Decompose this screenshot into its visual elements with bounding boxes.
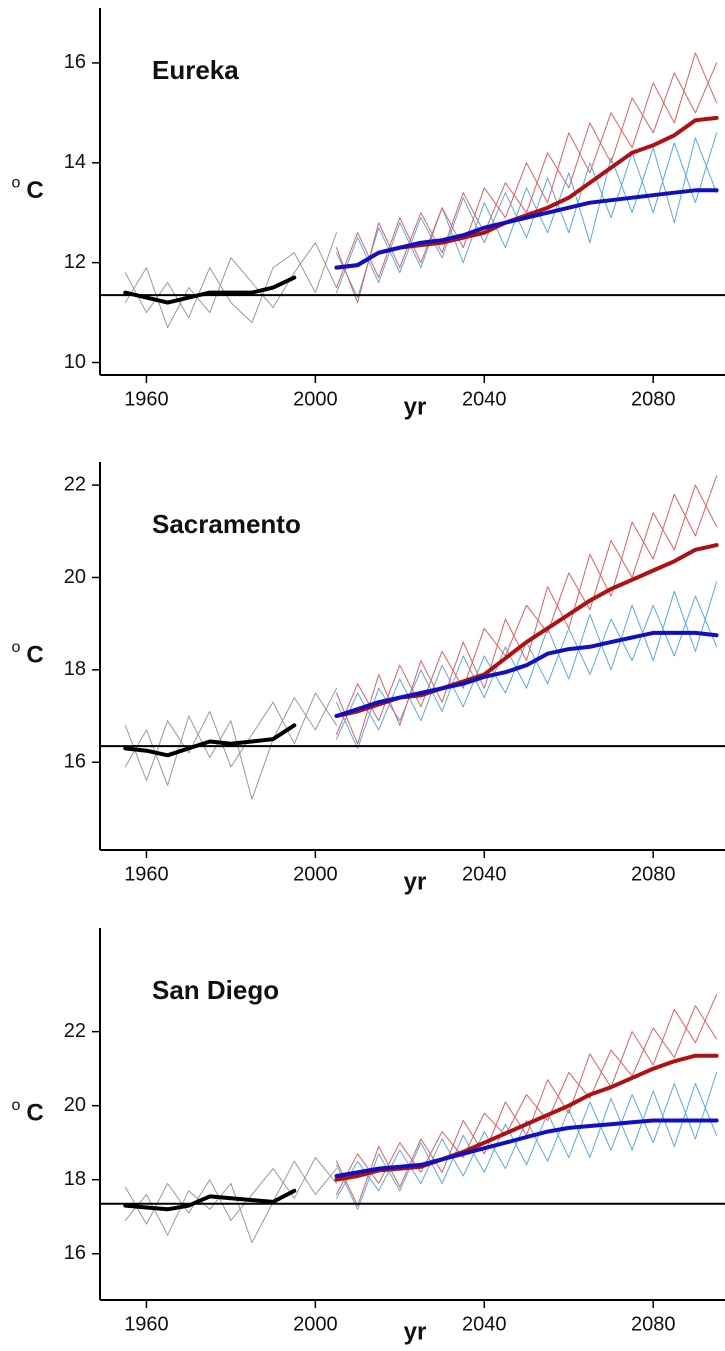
series-line <box>123 723 297 758</box>
series-line <box>334 543 719 718</box>
series-line <box>124 1160 337 1244</box>
series-line <box>334 630 719 718</box>
y-tick-label: 22 <box>64 473 86 495</box>
plot-area <box>100 475 725 800</box>
y-tick-label: 10 <box>64 351 86 373</box>
x-tick-label: 2080 <box>631 863 676 885</box>
series-line <box>336 581 718 749</box>
series-line <box>123 1188 297 1212</box>
series-line <box>336 994 718 1207</box>
series-line <box>123 275 297 305</box>
x-tick-label: 2000 <box>293 863 338 885</box>
series-line <box>336 137 718 294</box>
series-line <box>336 1083 718 1199</box>
y-axis-label: C <box>26 641 43 668</box>
x-tick-label: 2040 <box>462 1313 507 1335</box>
y-axis-label: C <box>26 1099 43 1126</box>
series-line <box>336 52 718 289</box>
series-line <box>124 242 337 329</box>
panel: 16 18 20 22 1960 2000 2040 2080 yr o C San Diego <box>12 928 725 1345</box>
panel: 10 12 14 16 1960 2000 2040 2080 yr o C Eureka <box>12 8 725 420</box>
series-line <box>124 232 337 324</box>
x-axis-label: yr <box>404 393 427 420</box>
series-line <box>336 475 718 745</box>
y-tick-label: 12 <box>64 251 86 273</box>
y-tick-label: 18 <box>64 1168 86 1190</box>
x-axis-label: yr <box>404 1318 427 1345</box>
x-tick-label: 1960 <box>124 1313 169 1335</box>
panel-title: Eureka <box>152 55 239 85</box>
y-tick-label: 16 <box>64 51 86 73</box>
y-axis-label-sup: o <box>12 639 21 656</box>
x-tick-label: 2000 <box>293 1313 338 1335</box>
series-line <box>336 62 718 304</box>
x-tick-label: 2040 <box>462 388 507 410</box>
panel: 16 18 20 22 1960 2000 2040 2080 yr o C Sacramento <box>12 462 725 895</box>
plot-area <box>100 52 725 329</box>
y-tick-label: 22 <box>64 1020 86 1042</box>
y-axis-label-sup: o <box>12 175 21 192</box>
series-line <box>336 132 718 299</box>
series-line <box>336 484 718 735</box>
x-tick-label: 2080 <box>631 1313 676 1335</box>
x-tick-label: 2000 <box>293 388 338 410</box>
series-line <box>124 1157 337 1225</box>
series-line <box>334 1053 719 1182</box>
x-tick-label: 1960 <box>124 388 169 410</box>
y-tick-label: 14 <box>64 151 86 173</box>
series-line <box>334 1118 719 1178</box>
series-line <box>124 692 337 782</box>
y-axis-label-sup: o <box>12 1097 21 1114</box>
panel-title: Sacramento <box>152 509 301 539</box>
y-tick-label: 18 <box>64 658 86 680</box>
series-line <box>336 595 718 740</box>
x-axis-label: yr <box>404 868 427 895</box>
x-tick-label: 2040 <box>462 863 507 885</box>
y-tick-label: 20 <box>64 1094 86 1116</box>
series-line <box>336 1005 718 1195</box>
x-tick-label: 2080 <box>631 388 676 410</box>
x-tick-label: 1960 <box>124 863 169 885</box>
panel-title: San Diego <box>152 975 279 1005</box>
y-tick-label: 16 <box>64 1242 86 1264</box>
series-line <box>124 687 337 800</box>
series-line <box>334 188 719 270</box>
series-line <box>336 1071 718 1210</box>
plot-area <box>100 994 725 1244</box>
y-tick-label: 20 <box>64 566 86 588</box>
y-axis-label: C <box>26 177 43 204</box>
y-tick-label: 16 <box>64 751 86 773</box>
